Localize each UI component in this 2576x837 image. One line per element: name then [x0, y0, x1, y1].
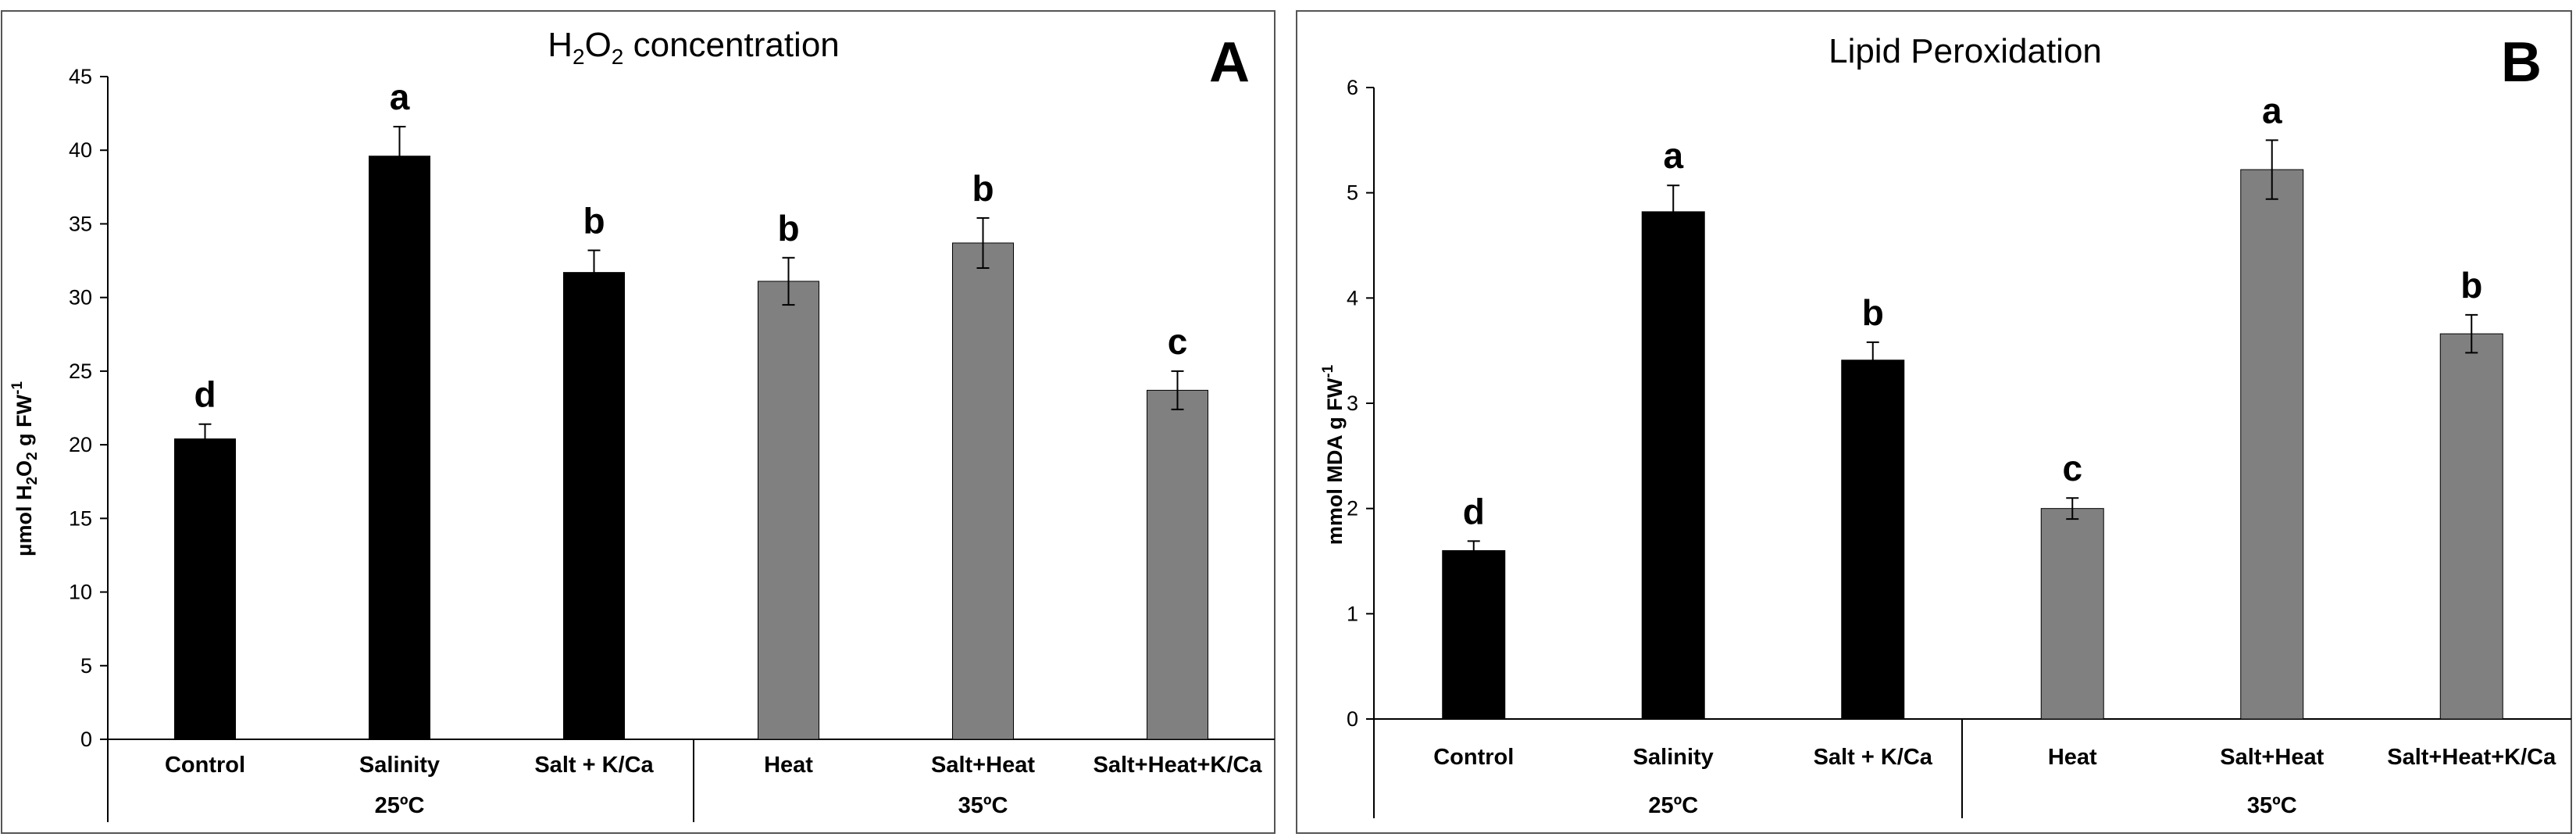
- panel-b-y-tick-label: 5: [1347, 181, 1358, 205]
- panel-a-significance-letter: b: [583, 200, 605, 241]
- panel-b-significance-letter: a: [1663, 135, 1683, 176]
- panel-a-bar: [758, 281, 819, 740]
- panel-b-y-tick-label: 6: [1347, 76, 1358, 99]
- panel-a-bar: [174, 438, 236, 740]
- panel-a-significance-letter: b: [972, 168, 994, 209]
- panel-b-category-label: Salt+Heat: [2220, 745, 2324, 770]
- panel-a-category-label: Salt + K/Ca: [534, 753, 654, 778]
- panel-a-bar: [952, 242, 1014, 740]
- panel-b-y-tick-label: 0: [1347, 707, 1358, 731]
- panel-a-y-tick-label: 25: [69, 359, 92, 383]
- panel-b-significance-letter: b: [1862, 292, 1884, 333]
- panel-a-category-label: Control: [165, 753, 245, 778]
- panel-b-y-tick-label: 1: [1347, 602, 1358, 625]
- panel-a-y-tick-label: 30: [69, 286, 92, 309]
- panel-a-bar: [369, 156, 430, 740]
- panel-b-title: Lipid Peroxidation: [1829, 32, 2102, 70]
- panel-a-significance-letter: a: [390, 77, 410, 117]
- panel-a-category-label: Salt+Heat: [931, 753, 1035, 778]
- panel-b-category-label: Control: [1433, 745, 1514, 770]
- panel-b-significance-letter: d: [1463, 491, 1485, 531]
- panel-b-y-axis-label: mmol MDA g FW-1: [1320, 364, 1347, 545]
- panel-b-significance-letter: c: [2062, 448, 2082, 488]
- panel-b-significance-letter: b: [2460, 265, 2482, 306]
- panel-b-bar: [2240, 169, 2304, 720]
- panel-a-category-label: Heat: [764, 753, 813, 778]
- panel-b-y-tick-label: 4: [1347, 286, 1358, 309]
- panel-b-y-tick-label: 3: [1347, 392, 1358, 415]
- panel-b-group-label: 35ºC: [2247, 793, 2297, 818]
- panel-a-plot: 0 5 10 15 20 25 30 35 40 45 d Control a Salinity b Salt…: [69, 65, 1275, 822]
- panel-b-y-tick-label: 2: [1347, 497, 1358, 520]
- panel-b-bar: [2439, 333, 2503, 720]
- panel-b-group-label: 25ºC: [1648, 793, 1698, 818]
- panel-a-significance-letter: c: [1168, 321, 1188, 362]
- panel-b-bar: [2040, 508, 2104, 720]
- panel-a: H2O2 concentration A μmol H2O2 g FW-1 0 5…: [1, 10, 1276, 834]
- panel-a-significance-letter: b: [777, 208, 799, 249]
- panel-a-y-tick-label: 0: [80, 728, 92, 751]
- panel-a-y-tick-label: 45: [69, 65, 92, 88]
- panel-a-label: A: [1209, 31, 1250, 94]
- panel-b-category-label: Salinity: [1633, 745, 1714, 770]
- panel-b-bar: [1442, 550, 1506, 720]
- panel-a-y-tick-label: 15: [69, 506, 92, 530]
- panel-b-significance-letter: a: [2262, 90, 2282, 131]
- panel-a-title: H2O2 concentration: [548, 26, 840, 69]
- panel-a-y-tick-label: 5: [80, 654, 92, 678]
- panel-b-label: B: [2501, 31, 2542, 94]
- panel-a-significance-letter: d: [194, 374, 216, 415]
- panel-a-frame: [1, 10, 1276, 834]
- panel-b-bar: [1641, 211, 1705, 720]
- panel-b-frame: [1296, 10, 2572, 834]
- panel-a-y-tick-label: 20: [69, 433, 92, 456]
- panel-b-category-label: Heat: [2048, 745, 2097, 770]
- panel-a-y-axis-label: μmol H2O2 g FW-1: [9, 381, 41, 557]
- panel-b-category-label: Salt+Heat+K/Ca: [2387, 745, 2556, 770]
- panel-b: Lipid Peroxidation B mmol MDA g FW-1 0 1 2…: [1296, 10, 2572, 834]
- panel-a-bar: [563, 272, 625, 740]
- panel-a-group-label: 35ºC: [958, 793, 1008, 818]
- panel-a-y-tick-label: 35: [69, 212, 92, 235]
- panel-a-bar: [1147, 389, 1208, 740]
- panel-a-category-label: Salt+Heat+K/Ca: [1094, 753, 1263, 778]
- panel-a-group-label: 25ºC: [375, 793, 425, 818]
- panel-b-plot: 0 1 2 3 4 5 6 d Control a Salinity b Salt + K/Ca c Hea…: [1347, 76, 2571, 818]
- panel-a-y-tick-label: 10: [69, 581, 92, 604]
- panel-b-category-label: Salt + K/Ca: [1814, 745, 1933, 770]
- panel-a-y-tick-label: 40: [69, 138, 92, 162]
- panel-a-category-label: Salinity: [359, 753, 440, 778]
- panel-b-bar: [1841, 359, 1905, 720]
